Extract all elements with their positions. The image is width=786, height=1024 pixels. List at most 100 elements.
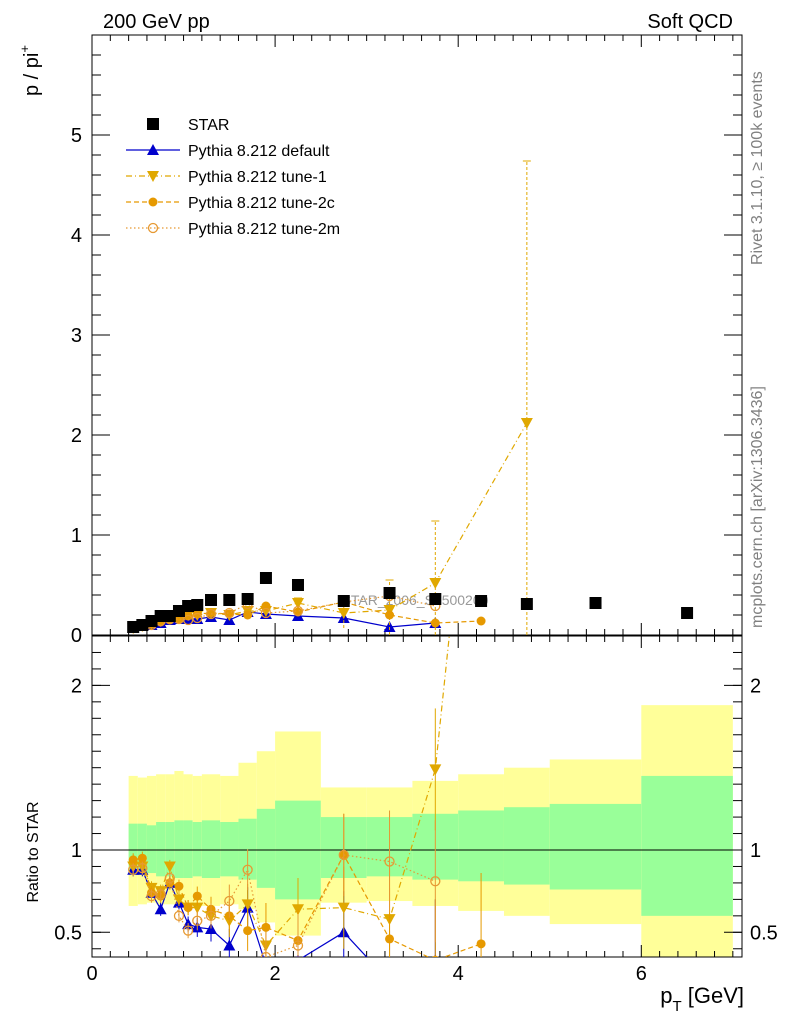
- data-point-data: [337, 595, 350, 607]
- ratio-frame: [91, 635, 743, 958]
- ratio-y-axis-label: Ratio to STAR: [25, 801, 42, 902]
- inner-uncertainty-band: [165, 822, 175, 877]
- ratio-point-tune2m: [430, 876, 441, 887]
- x-tick-label: 0: [86, 963, 97, 985]
- ratio-point-tune2m: [260, 951, 272, 957]
- rivet-version-label: Rivet 3.1.10, ≥ 100k events: [749, 71, 766, 265]
- inner-uncertainty-band: [156, 822, 166, 877]
- legend-marker-default: [147, 144, 159, 155]
- ratio-point-tune1: [337, 902, 350, 914]
- inner-uncertainty-band: [183, 820, 193, 878]
- ratio-point-default: [384, 976, 396, 987]
- ratio-point-default: [154, 903, 167, 915]
- ratio-line-tune2m: [133, 854, 436, 957]
- x-axis-label-unit: [GeV]: [682, 983, 744, 1008]
- ratio-point-tune1: [241, 899, 254, 911]
- main-y-tick-label: 1: [71, 525, 82, 547]
- data-point-data: [291, 579, 304, 591]
- inner-uncertainty-band: [201, 820, 221, 878]
- data-point-data: [154, 610, 167, 622]
- legend-label-tune2c: Pythia 8.212 tune-2c: [188, 195, 335, 212]
- ratio-point-tune2m: [338, 849, 349, 861]
- ratio-line-default: [133, 869, 368, 957]
- data-point-tune1: [337, 608, 350, 619]
- data-point-data: [259, 572, 272, 584]
- data-point-tune2c: [293, 607, 303, 617]
- ratio-point-tune2c: [261, 922, 271, 932]
- ratio-y-tick-label-right: 0.5: [750, 922, 778, 944]
- ratio-point-tune2m: [155, 889, 166, 900]
- ratio-point-tune2m: [205, 910, 217, 921]
- ratio-point-default: [205, 923, 218, 935]
- inner-uncertainty-band: [458, 810, 504, 882]
- main-y-tick-label: 2: [71, 425, 82, 447]
- data-point-tune2m: [192, 612, 203, 624]
- main-y-tick-label: 4: [71, 225, 82, 247]
- data-point-data: [145, 615, 158, 627]
- ratio-point-tune2m: [192, 915, 203, 926]
- ratio-point-tune2c: [128, 855, 138, 865]
- ratio-point-tune2m: [292, 940, 304, 951]
- ratio-y-tick-label-right: 2: [750, 675, 761, 697]
- ratio-line-tune1: [133, 636, 450, 947]
- series-line-tune2m: [133, 595, 436, 629]
- main-y-axis-label-sup: +: [17, 45, 32, 53]
- x-axis-label-sub: T: [672, 998, 681, 1015]
- data-point-data: [182, 600, 195, 612]
- main-plot-panel: 0 1 2 3 4 5 STAR_2006_S6500200: [71, 34, 743, 647]
- main-y-tick-label: 3: [71, 325, 82, 347]
- inner-uncertainty-band: [192, 822, 202, 877]
- ratio-point-tune2m: [182, 925, 194, 936]
- ratio-y-tick-label: 0.5: [54, 922, 82, 944]
- mcplots-label: mcplots.cern.ch [arXiv:1306.3436]: [749, 386, 766, 628]
- ratio-point-tune2m: [173, 910, 185, 921]
- ratio-y-tick-label-right: 1: [750, 840, 761, 862]
- legend-marker-tune1: [147, 171, 159, 182]
- inner-uncertainty-band: [174, 820, 184, 878]
- legend-marker-tune2m: [147, 222, 159, 234]
- main-y-tick-label: 0: [71, 625, 82, 647]
- data-point-data: [589, 597, 602, 609]
- inner-uncertainty-band: [238, 818, 257, 880]
- data-point-data: [136, 619, 149, 631]
- data-point-data: [681, 607, 694, 619]
- data-point-tune2m: [205, 608, 217, 620]
- ratio-point-tune2c: [137, 853, 147, 863]
- ratio-series-group: [127, 636, 486, 987]
- ratio-y-tick-label: 2: [71, 675, 82, 697]
- x-tick-label: 2: [270, 963, 281, 985]
- ratio-point-tune2m: [384, 856, 395, 867]
- analysis-watermark: STAR_2006_S6500200: [342, 592, 489, 608]
- data-point-data: [429, 593, 442, 605]
- data-point-tune1: [429, 578, 442, 589]
- legend-label-data: STAR: [188, 117, 229, 134]
- ratio-point-tune2c: [243, 926, 253, 936]
- data-point-data: [163, 610, 176, 622]
- data-point-tune2c: [476, 616, 486, 626]
- ratio-point-tune1: [191, 902, 204, 914]
- ratio-point-tune2m: [164, 872, 175, 884]
- legend-label-tune1: Pythia 8.212 tune-1: [188, 169, 327, 186]
- data-point-tune2m: [224, 607, 235, 619]
- data-point-tune1: [520, 418, 533, 429]
- ratio-point-tune2c: [192, 891, 202, 901]
- inner-uncertainty-band: [146, 825, 157, 874]
- ratio-point-tune2m: [137, 862, 148, 874]
- main-series-group: [127, 160, 694, 635]
- header-right-label: Soft QCD: [647, 11, 733, 33]
- data-point-data: [172, 605, 185, 617]
- main-y-axis-label: p / pi+: [17, 45, 43, 96]
- data-point-data: [241, 593, 254, 605]
- data-point-default: [383, 621, 396, 632]
- legend-label-tune2m: Pythia 8.212 tune-2m: [188, 221, 340, 238]
- header-left-label: 200 GeV pp: [103, 11, 210, 33]
- data-point-tune2c: [385, 610, 395, 620]
- ratio-point-tune1: [172, 894, 185, 906]
- data-point-tune1: [291, 598, 304, 609]
- data-point-tune2c: [243, 610, 253, 620]
- inner-uncertainty-band: [137, 823, 147, 875]
- data-point-tune2c: [430, 618, 440, 628]
- ratio-point-tune2c: [174, 881, 184, 891]
- legend-label-default: Pythia 8.212 default: [188, 143, 330, 160]
